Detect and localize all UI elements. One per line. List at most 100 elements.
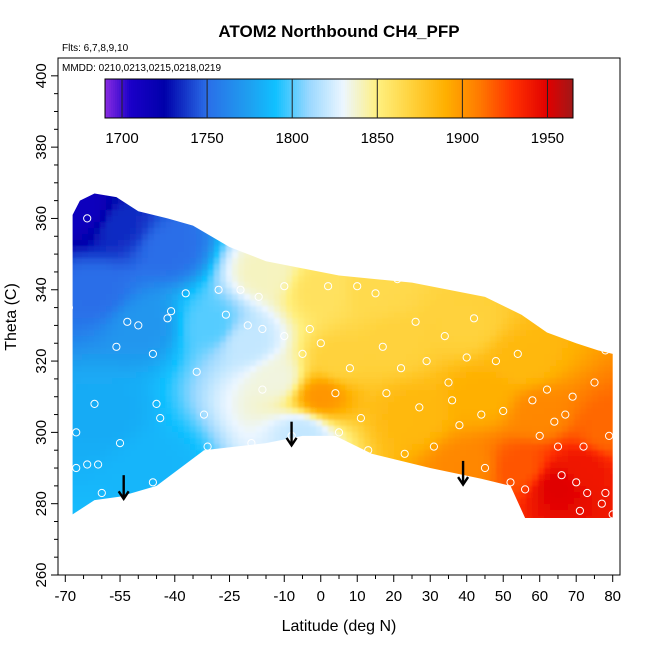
field-cell: [64, 174, 71, 181]
field-cell: [154, 372, 161, 379]
field-cell: [154, 474, 161, 481]
field-cell: [124, 264, 131, 271]
field-cell: [460, 186, 467, 193]
field-cell: [262, 504, 269, 511]
field-cell: [448, 330, 455, 337]
field-cell: [64, 420, 71, 427]
field-cell: [496, 216, 503, 223]
field-cell: [130, 270, 137, 277]
field-cell: [358, 522, 365, 529]
field-cell: [370, 360, 377, 367]
field-cell: [226, 390, 233, 397]
field-cell: [388, 474, 395, 481]
field-cell: [58, 306, 65, 313]
field-cell: [112, 240, 119, 247]
field-cell: [82, 240, 89, 247]
field-cell: [160, 204, 167, 211]
field-cell: [142, 193, 149, 199]
field-cell: [208, 342, 215, 349]
field-cell: [106, 360, 113, 367]
field-cell: [208, 366, 215, 373]
field-cell: [466, 258, 473, 265]
field-cell: [478, 294, 485, 301]
field-cell: [472, 456, 479, 463]
field-cell: [436, 462, 443, 469]
field-cell: [328, 168, 335, 175]
field-cell: [328, 522, 335, 529]
field-cell: [112, 252, 119, 259]
field-cell: [172, 504, 179, 511]
field-cell: [160, 294, 167, 301]
field-cell: [220, 228, 227, 235]
field-cell: [448, 384, 455, 391]
field-cell: [394, 450, 401, 457]
field-cell: [166, 258, 173, 265]
field-cell: [478, 414, 485, 421]
field-cell: [418, 402, 425, 409]
field-cell: [148, 282, 155, 289]
field-cell: [262, 456, 269, 463]
field-cell: [304, 168, 311, 175]
field-cell: [364, 408, 371, 415]
field-cell: [358, 480, 365, 487]
field-cell: [148, 492, 155, 499]
field-cell: [532, 408, 539, 415]
field-cell: [184, 384, 191, 391]
field-cell: [148, 396, 155, 403]
field-cell: [376, 444, 383, 451]
field-cell: [472, 282, 479, 289]
field-cell: [394, 384, 401, 391]
field-cell: [382, 324, 389, 331]
field-cell: [346, 444, 353, 451]
field-cell: [244, 246, 251, 253]
field-cell: [136, 372, 143, 379]
field-cell: [304, 504, 311, 511]
field-cell: [370, 426, 377, 433]
field-cell: [148, 462, 155, 469]
field-cell: [550, 510, 557, 517]
field-cell: [508, 234, 515, 241]
field-cell: [106, 390, 113, 397]
field-cell: [310, 342, 317, 349]
field-cell: [364, 318, 371, 325]
field-cell: [334, 198, 341, 205]
field-cell: [154, 438, 161, 445]
field-cell: [166, 486, 173, 493]
field-cell: [166, 294, 173, 301]
field-cell: [196, 516, 203, 518]
field-cell: [424, 282, 431, 289]
field-cell: [442, 342, 449, 349]
field-cell: [454, 360, 461, 367]
field-cell: [292, 474, 299, 481]
field-cell: [382, 408, 389, 415]
field-cell: [148, 426, 155, 433]
field-cell: [496, 384, 503, 391]
field-cell: [556, 198, 563, 205]
field-cell: [466, 294, 473, 301]
field-cell: [136, 276, 143, 283]
field-cell: [418, 408, 425, 415]
field-cell: [244, 504, 251, 511]
field-cell: [106, 504, 113, 511]
field-cell: [148, 384, 155, 391]
field-cell: [328, 498, 335, 505]
field-cell: [184, 174, 191, 181]
field-cell: [292, 306, 299, 313]
field-cell: [178, 390, 185, 397]
field-cell: [100, 420, 107, 427]
field-cell: [220, 396, 227, 403]
field-cell: [388, 360, 395, 367]
field-cell: [460, 240, 467, 247]
field-cell: [310, 282, 317, 289]
field-cell: [220, 504, 227, 511]
field-cell: [208, 246, 215, 253]
field-cell: [196, 312, 203, 319]
field-cell: [154, 186, 161, 193]
field-cell: [298, 360, 305, 367]
field-cell: [556, 186, 563, 193]
field-cell: [160, 264, 167, 271]
field-cell: [430, 258, 437, 265]
field-cell: [124, 294, 131, 301]
field-cell: [226, 342, 233, 349]
field-cell: [502, 330, 509, 337]
